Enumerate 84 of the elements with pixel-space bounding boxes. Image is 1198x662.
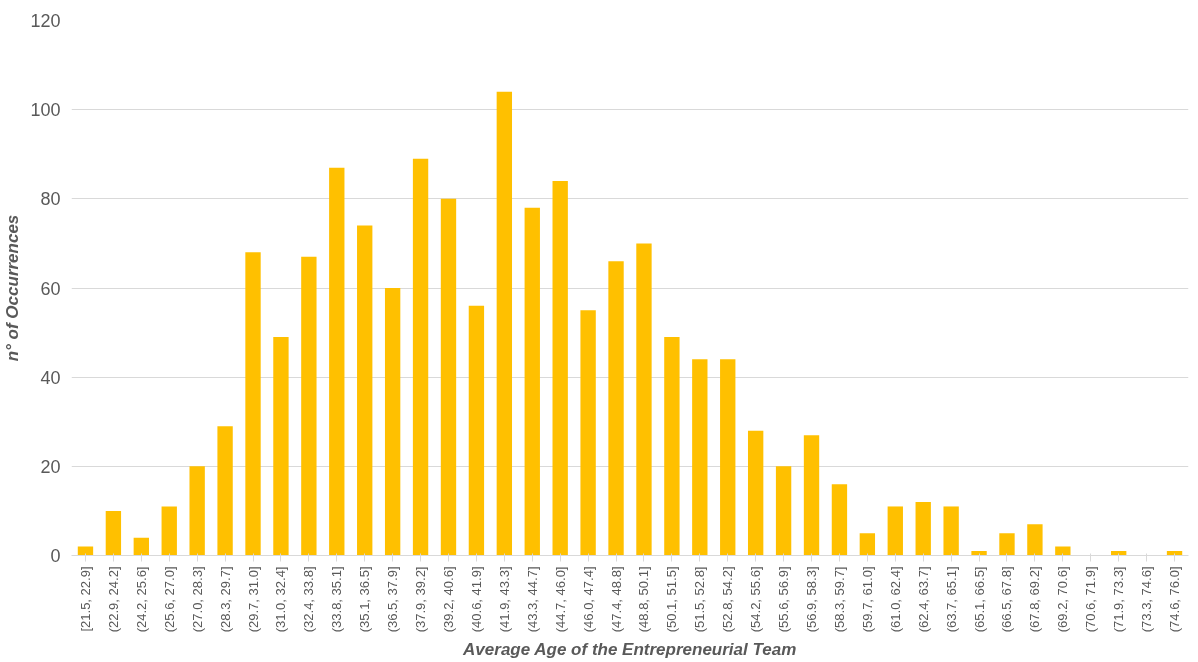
y-axis-title: n° of Occurrences [3,214,23,362]
x-tick-label: (24.2, 25.6] [133,566,149,633]
x-tick-label: (35.1, 36.5] [357,566,373,633]
x-tick-label: (31.0, 32.4] [273,566,289,633]
bar [412,158,429,556]
bar [301,256,317,556]
bar [1055,546,1071,556]
x-tick-label: (39.2, 40.6] [440,566,456,633]
bar [524,207,540,556]
bar [440,198,457,556]
x-tick-label: (46.0, 47.4] [580,566,596,633]
x-tick-label: (65.1, 66.5] [971,566,987,633]
x-axis-title: Average Age of the Entrepreneurial Team [462,640,797,660]
bar [859,533,876,556]
x-tick-label: (36.5, 37.9] [385,566,401,633]
bar [552,181,568,556]
x-tick-label: (66.5, 67.8] [999,566,1015,633]
bar [831,484,848,556]
x-tick-label: (54.2, 55.6] [748,566,764,633]
x-tick-label: (25.6, 27.0] [161,566,177,633]
x-tick-label: (50.1, 51.5] [664,566,680,633]
x-tick-label: (74.6, 76.0] [1167,566,1183,633]
x-tick-label: (52.8, 54.2] [720,566,736,633]
bar [999,533,1015,556]
x-tick-label: (40.6, 41.9] [468,566,484,633]
bar [468,305,485,556]
y-tick-label: 80 [40,189,61,210]
y-tick-label: 60 [40,278,61,299]
x-tick-label: (33.8, 35.1] [329,566,345,633]
bar [887,506,903,556]
bar [775,466,792,556]
y-tick-label: 100 [30,100,61,121]
bar [692,359,708,556]
bar [915,502,931,556]
bar [161,506,177,556]
y-tick-label: 120 [30,11,61,31]
bar [803,435,820,556]
bar [580,310,596,556]
x-tick-label: (62.4, 63.7] [915,566,931,633]
bar [384,288,401,556]
bar [217,426,233,556]
bar [273,337,289,556]
bar [664,337,680,556]
bar [943,506,959,556]
bar [189,466,205,556]
x-tick-label: (69.2, 70.6] [1055,566,1071,633]
x-tick-label: (47.4, 48.8] [608,566,624,633]
x-tick-label: (29.7, 31.0] [245,566,261,633]
x-tick-label: (37.9, 39.2] [413,566,429,633]
bar [496,91,513,556]
x-tick-label: (41.9, 43.3] [496,566,512,633]
x-tick-label: (48.8, 50.1] [636,566,652,633]
bar [608,261,624,556]
bar [971,551,987,556]
x-tick-label: (58.3, 59.7] [831,566,847,633]
x-tick-label: (27.0, 28.3] [189,566,205,633]
x-tick-label: [21.5, 22.9] [77,566,93,632]
x-tick-label: (22.9, 24.2] [105,566,121,633]
x-tick-label: (56.9, 58.3] [804,566,820,633]
bar [105,510,122,556]
x-tick-label: (59.7, 61.0] [859,566,875,633]
y-tick-label: 20 [40,456,61,477]
bar [1027,524,1043,556]
x-tick-label: (63.7, 65.1] [943,566,959,633]
x-tick-label: (43.3, 44.7] [524,566,540,633]
bar [245,252,261,556]
bar [720,359,736,556]
x-tick-label: (67.8, 69.2] [1027,566,1043,633]
x-tick-label: (73.3, 74.6] [1139,566,1155,633]
bar [357,225,373,556]
y-tick-label: 0 [50,546,61,566]
y-tick-label: 40 [40,367,61,388]
bar [636,243,652,556]
x-tick-label: (51.5, 52.8] [692,566,708,633]
x-tick-label: (61.0, 62.4] [887,566,903,633]
bar [133,537,149,556]
x-tick-label: (28.3, 29.7] [217,566,233,633]
bar [329,167,345,556]
x-tick-label: (71.9, 73.3] [1111,566,1127,633]
x-tick-label: (32.4, 33.8] [301,566,317,633]
x-tick-label: (55.6, 56.9] [776,566,792,633]
bar [747,430,764,556]
x-tick-label: (70.6, 71.9] [1083,566,1099,633]
x-tick-label: (44.7, 46.0] [552,566,568,633]
